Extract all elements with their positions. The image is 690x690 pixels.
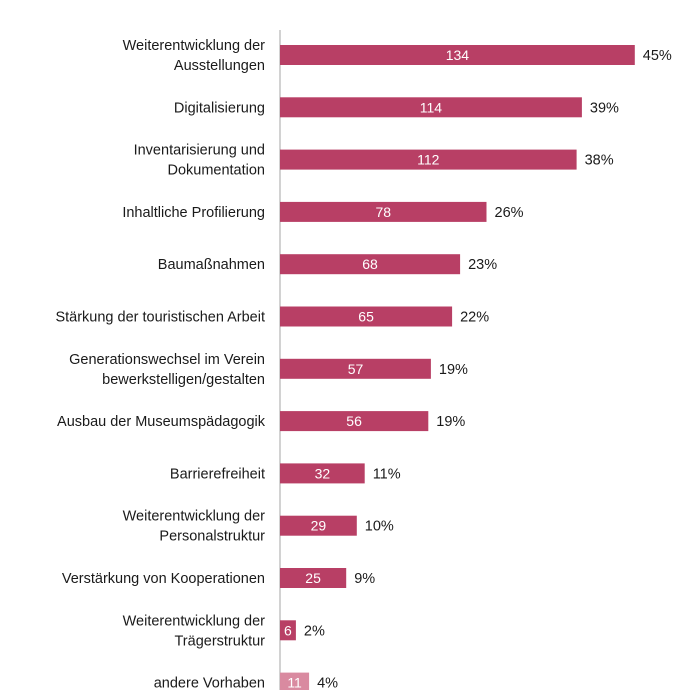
bar-value-label: 112 <box>417 152 440 168</box>
bar-percent-label: 23% <box>468 257 497 273</box>
category-label: Weiterentwicklung der <box>123 38 266 54</box>
bar-percent-label: 19% <box>436 414 465 430</box>
category-label: Inventarisierung und <box>134 143 265 159</box>
bar <box>280 201 487 222</box>
category-label: Barrierefreiheit <box>170 466 265 482</box>
category-label: Dokumentation <box>167 163 265 179</box>
bar-percent-label: 19% <box>439 362 468 378</box>
bar-percent-label: 26% <box>495 205 524 221</box>
category-label: Personalstruktur <box>159 529 265 545</box>
category-label: Stärkung der touristischen Arbeit <box>55 310 265 326</box>
category-label: Verstärkung von Kooperationen <box>62 571 265 587</box>
bar <box>280 411 429 432</box>
bar <box>280 97 582 118</box>
bar <box>280 620 296 641</box>
category-label: Inhaltliche Profilierung <box>122 205 265 221</box>
bar <box>280 149 577 170</box>
bar-percent-label: 2% <box>304 623 325 639</box>
category-label: Weiterentwicklung der <box>123 509 266 525</box>
bar <box>280 515 357 536</box>
bar-percent-label: 9% <box>354 571 375 587</box>
bar-value-label: 6 <box>284 622 292 638</box>
bar-percent-label: 39% <box>590 100 619 116</box>
bar-percent-label: 11% <box>373 466 401 482</box>
category-label: andere Vorhaben <box>154 676 265 690</box>
bar-value-label: 32 <box>315 465 331 481</box>
bar-value-label: 68 <box>362 256 378 272</box>
bar-percent-label: 38% <box>585 153 614 169</box>
bar-percent-label: 10% <box>365 519 394 535</box>
bar-value-label: 56 <box>346 413 362 429</box>
bar-value-label: 134 <box>446 47 470 63</box>
category-label: Generationswechsel im Verein <box>69 352 265 368</box>
bar <box>280 358 431 379</box>
category-label: Digitalisierung <box>174 100 265 116</box>
category-label: Weiterentwicklung der <box>123 613 266 629</box>
bar <box>280 45 635 65</box>
category-label: Trägerstruktur <box>174 633 265 649</box>
bar <box>280 306 453 327</box>
category-label: Ausbau der Museumspädagogik <box>57 414 266 430</box>
bar-percent-label: 22% <box>460 310 489 326</box>
category-label: bewerkstelligen/gestalten <box>102 372 265 388</box>
bar-value-label: 65 <box>358 309 374 325</box>
bar <box>280 463 365 484</box>
bar-value-label: 57 <box>348 361 364 377</box>
bar-percent-label: 4% <box>317 676 338 690</box>
bar-value-label: 25 <box>305 570 321 586</box>
bar-value-label: 11 <box>287 675 302 690</box>
bar <box>280 568 347 588</box>
bar <box>280 254 461 275</box>
category-label: Ausstellungen <box>174 58 265 74</box>
bar-value-label: 29 <box>311 518 327 534</box>
bar-value-label: 114 <box>420 99 443 115</box>
bars-group: 134 45% Weiterentwicklung der Ausstellungen… <box>55 38 672 690</box>
bar-value-label: 78 <box>376 204 392 220</box>
bar-percent-label: 45% <box>643 48 672 64</box>
category-label: Baumaßnahmen <box>158 257 265 273</box>
bar <box>280 672 310 690</box>
